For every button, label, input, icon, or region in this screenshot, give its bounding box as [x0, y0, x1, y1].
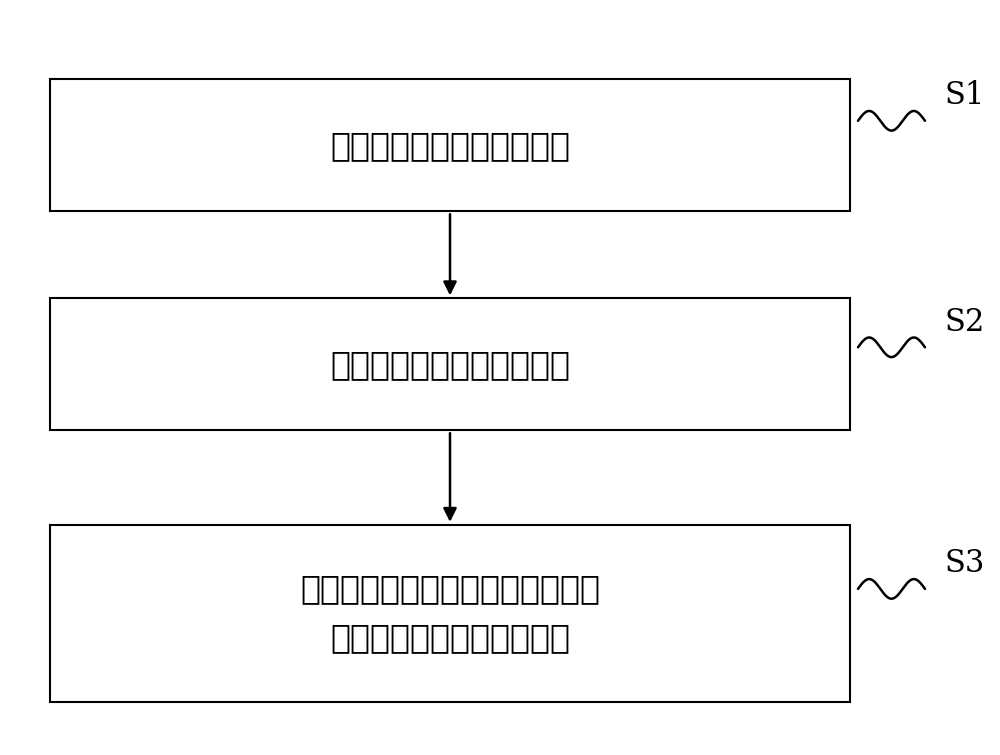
Text: S3: S3 [945, 548, 985, 580]
FancyBboxPatch shape [50, 525, 850, 702]
FancyBboxPatch shape [50, 298, 850, 430]
Text: 基于所述电源类型和所述通讯方式
采用对应的上下电控制方法: 基于所述电源类型和所述通讯方式 采用对应的上下电控制方法 [300, 572, 600, 655]
Text: 获取车辆控制器的电源类型: 获取车辆控制器的电源类型 [330, 129, 570, 162]
Text: S2: S2 [945, 307, 985, 338]
Text: 获取车辆控制器的通讯方式: 获取车辆控制器的通讯方式 [330, 348, 570, 381]
Text: S1: S1 [945, 80, 985, 112]
FancyBboxPatch shape [50, 79, 850, 211]
